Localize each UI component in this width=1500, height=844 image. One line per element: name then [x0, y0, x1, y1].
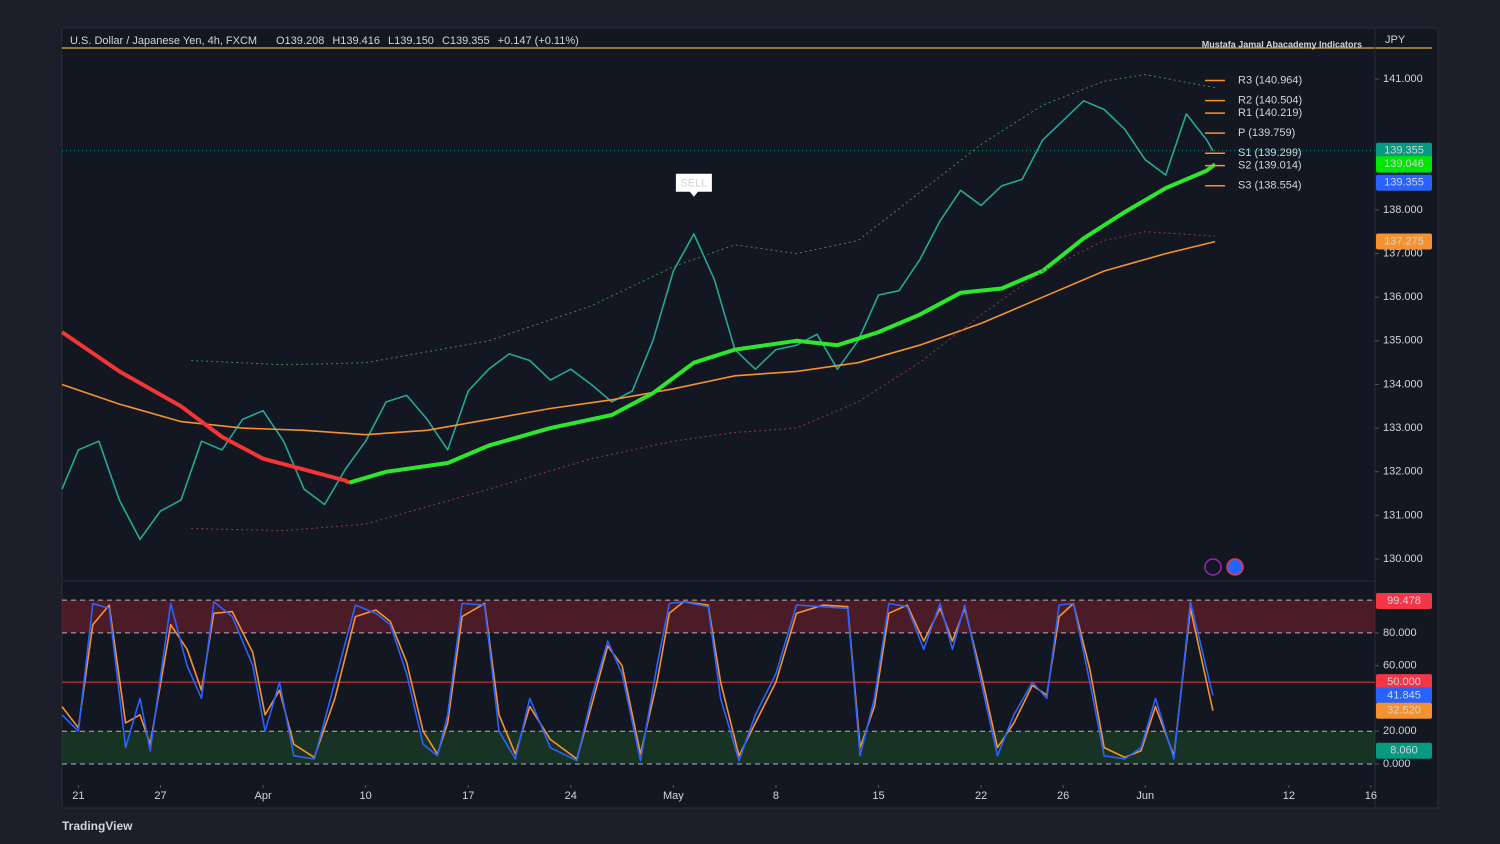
series-line	[61, 100, 1214, 541]
series-line	[191, 231, 1216, 532]
price-box-label: 41.845	[1387, 689, 1421, 701]
pivot-label: S1 (139.299)	[1238, 147, 1302, 159]
price-box	[1376, 742, 1432, 759]
price-box-label: 50.000	[1387, 676, 1421, 688]
zone	[62, 731, 1375, 764]
series-line	[61, 601, 1214, 762]
price-box-label: 139.046	[1384, 158, 1424, 170]
price-box-label: 139.355	[1384, 145, 1424, 157]
ohlc: O139.208 H139.416 L139.150 C139.355 +0.147 (…	[276, 35, 579, 47]
series-line	[61, 240, 1216, 436]
pivot-label: R3 (140.964)	[1238, 74, 1302, 86]
symbol: U.S. Dollar / Japanese Yen, 4h, FXCM	[70, 35, 257, 47]
series-line	[348, 162, 1217, 485]
indicator-name: Mustafa Jamal Abacademy Indicators	[1202, 39, 1362, 49]
pivot-label: P (139.759)	[1238, 127, 1295, 139]
price-box-label: 99.478	[1387, 595, 1421, 607]
pivot-label: R2 (140.504)	[1238, 95, 1302, 107]
x-tick-label: May	[663, 790, 684, 802]
ohlc-value: H139.416	[332, 35, 380, 47]
y-tick-label: 138.000	[1383, 204, 1423, 216]
price-box	[1376, 593, 1432, 610]
y-tick-label: 136.000	[1383, 291, 1423, 303]
series-line	[61, 601, 1214, 760]
annotation-text: SELL	[680, 178, 707, 190]
x-tick-label: 10	[360, 790, 372, 802]
y-tick-label: 137.000	[1383, 247, 1423, 259]
y-tick-label: 135.000	[1383, 335, 1423, 347]
x-tick-label: 16	[1365, 790, 1377, 802]
price-box-label: 139.355	[1384, 177, 1424, 189]
y-tick-label: 141.000	[1383, 73, 1423, 85]
y-tick-label: 134.000	[1383, 378, 1423, 390]
series-line	[191, 74, 1216, 366]
price-box	[1376, 233, 1432, 250]
y-tick-label: 60.000	[1383, 660, 1417, 672]
brand: TradingView	[62, 819, 133, 833]
pivot-label: S2 (139.014)	[1238, 160, 1302, 172]
y-tick-label: 130.000	[1383, 553, 1423, 565]
y-tick-label: 20.000	[1383, 725, 1417, 737]
price-box-label: 8.060	[1390, 745, 1418, 757]
x-tick-label: 26	[1057, 790, 1069, 802]
annotation-box	[675, 173, 712, 197]
event-icon[interactable]	[1204, 558, 1222, 576]
price-box	[1376, 674, 1432, 691]
currency: JPY	[1385, 34, 1406, 46]
price-box-label: 32.520	[1387, 705, 1421, 717]
y-tick-label: 80.000	[1383, 627, 1417, 639]
flag-icon[interactable]	[1226, 558, 1244, 576]
y-tick-label: 131.000	[1383, 509, 1423, 521]
price-box	[1376, 156, 1432, 173]
y-tick-label: 133.000	[1383, 422, 1423, 434]
pivot-label: R1 (140.219)	[1238, 107, 1302, 119]
ohlc-value: C139.355	[442, 35, 490, 47]
x-tick-label: 27	[154, 790, 166, 802]
x-tick-label: 24	[565, 790, 577, 802]
zone	[62, 600, 1375, 633]
x-tick-label: 21	[72, 790, 84, 802]
y-tick-label: 132.000	[1383, 466, 1423, 478]
pivot-label: S3 (138.554)	[1238, 180, 1302, 192]
ohlc-value: L139.150	[388, 35, 434, 47]
price-box	[1376, 174, 1432, 191]
series-line	[60, 330, 351, 485]
price-box	[1376, 702, 1432, 719]
x-tick-label: 17	[462, 790, 474, 802]
x-tick-label: Jun	[1136, 790, 1154, 802]
y-tick-label: 0.000	[1383, 758, 1411, 770]
ohlc-value: O139.208	[276, 35, 324, 47]
x-tick-label: 15	[872, 790, 884, 802]
x-tick-label: 22	[975, 790, 987, 802]
price-box-label: 137.275	[1384, 235, 1424, 247]
x-tick-label: Apr	[254, 790, 271, 802]
x-tick-label: 8	[773, 790, 779, 802]
ohlc-value: +0.147 (+0.11%)	[498, 35, 579, 47]
x-tick-label: 12	[1283, 790, 1295, 802]
price-box	[1376, 687, 1432, 704]
